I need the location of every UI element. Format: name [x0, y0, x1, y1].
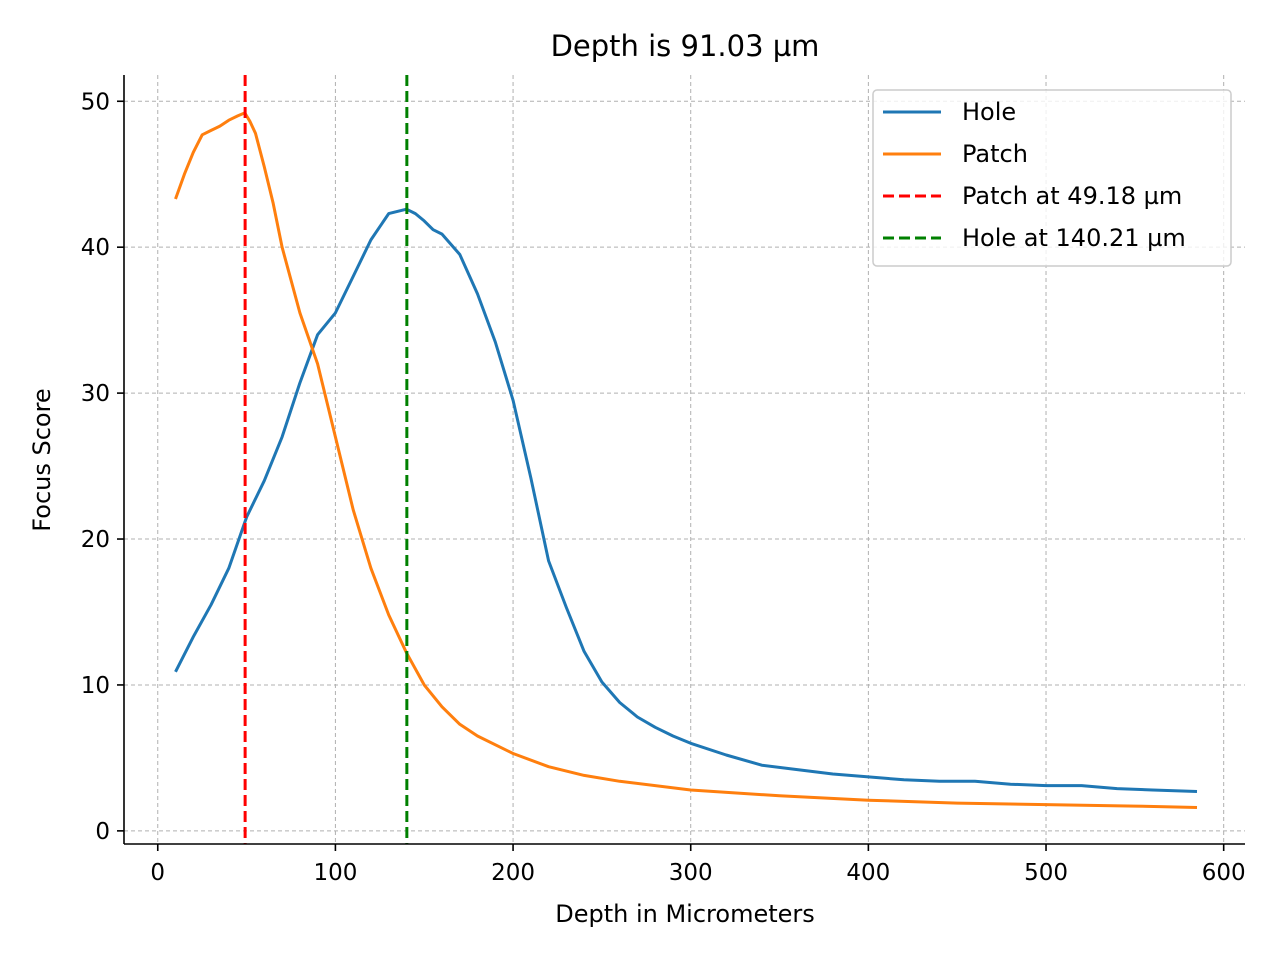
- chart-title: Depth is 91.03 µm: [551, 29, 820, 63]
- legend-label-1: Patch: [962, 140, 1028, 168]
- series-line-hole: [174, 207, 1198, 793]
- plot-area: [174, 75, 1198, 844]
- x-axis-label: Depth in Micrometers: [555, 900, 815, 928]
- legend-box: [872, 89, 1232, 267]
- legend-label-2: Patch at 49.18 µm: [962, 182, 1182, 210]
- x-tick-label: 500: [1024, 860, 1068, 886]
- y-axis-label: Focus Score: [28, 388, 56, 531]
- y-tick-label: 20: [81, 527, 110, 553]
- y-tick-label: 0: [95, 819, 110, 845]
- x-tick-label: 0: [150, 860, 165, 886]
- x-tick-label: 100: [313, 860, 357, 886]
- y-tick-label: 10: [81, 673, 110, 699]
- series-line-patch: [174, 111, 1198, 809]
- x-tick-label: 200: [491, 860, 535, 886]
- y-tick-label: 40: [81, 235, 110, 261]
- y-tick-label: 30: [81, 381, 110, 407]
- y-tick-label: 50: [81, 89, 110, 115]
- legend-label-3: Hole at 140.21 µm: [962, 224, 1186, 252]
- legend-label-0: Hole: [962, 98, 1016, 126]
- x-tick-label: 300: [669, 860, 713, 886]
- axes: 0 100 200 300 400 500 600 0 10 20 30 40 50: [81, 75, 1246, 886]
- x-tick-label: 400: [846, 860, 890, 886]
- legend: Hole Patch Patch at 49.18 µm Hole at 140.21…: [872, 89, 1232, 267]
- x-tick-label: 600: [1202, 860, 1246, 886]
